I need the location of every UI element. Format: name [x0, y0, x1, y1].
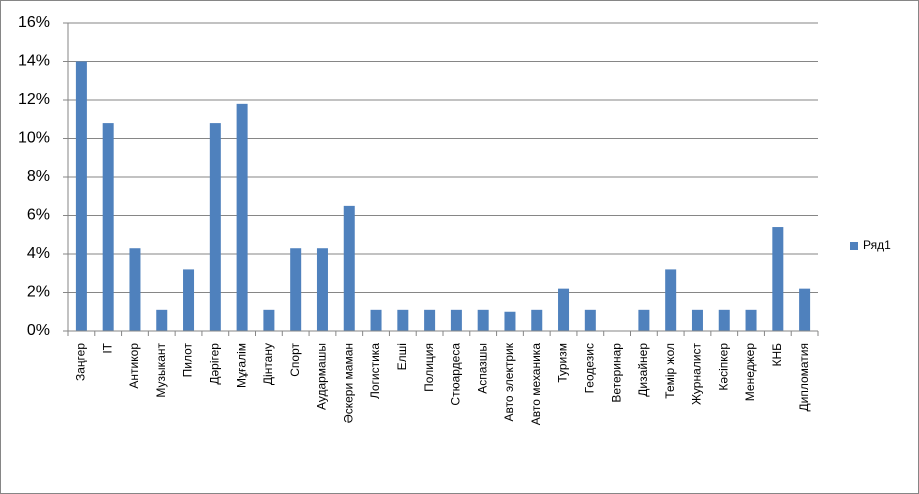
x-tick-label: Аспазшы [475, 343, 489, 394]
bar [665, 269, 677, 331]
x-tick-label: Музыкант [154, 343, 168, 398]
bar [718, 309, 730, 331]
x-tick-label: Дәрігер [207, 343, 221, 385]
bar [397, 309, 409, 331]
x-tick-label: Полиция [422, 343, 436, 392]
x-tick-label: Дінтану [261, 343, 275, 385]
bar [584, 309, 596, 331]
x-tick-label: Дипломатия [797, 343, 811, 412]
x-tick-label: Туризм [556, 343, 570, 383]
x-tick-label: КНБ [770, 343, 784, 367]
bar [772, 227, 784, 331]
legend-label: Ряд1 [863, 238, 891, 252]
x-tick-label: Елші [395, 343, 409, 370]
x-tick-label: Стюардеса [449, 343, 463, 406]
y-tick-label: 6% [27, 207, 50, 224]
y-tick-label: 0% [27, 322, 50, 339]
y-tick-label: 8% [27, 168, 50, 185]
x-tick-label: Менеджер [743, 343, 757, 402]
x-tick-label: Авто электрик [502, 342, 516, 421]
x-tick-label: Спорт [288, 343, 302, 377]
bar [156, 309, 168, 331]
bar [316, 248, 328, 331]
x-tick-label: Темір жол [663, 343, 677, 399]
bar [129, 248, 141, 331]
bar [745, 309, 757, 331]
bar [638, 309, 650, 331]
bar [263, 309, 275, 331]
x-tick-label: Әскери маман [341, 343, 355, 423]
x-tick-label: Журналист [690, 343, 704, 405]
bar [102, 123, 114, 331]
x-tick-label: Заңгер [74, 343, 88, 381]
y-tick-label: 12% [18, 91, 50, 108]
bar [209, 123, 221, 331]
x-tick-label: Логистика [368, 343, 382, 399]
bar [450, 309, 462, 331]
x-tick-label: IT [100, 342, 114, 353]
legend-swatch [850, 242, 858, 250]
x-tick-label: Мұғалім [234, 343, 248, 388]
x-tick-label: Авто механика [529, 343, 543, 426]
x-tick-label: Ветеринар [609, 343, 623, 403]
bar [799, 288, 811, 331]
bar [558, 288, 570, 331]
y-tick-label: 16% [18, 14, 50, 31]
bar [75, 61, 87, 331]
bar [477, 309, 489, 331]
y-tick-label: 14% [18, 53, 50, 70]
bar [424, 309, 436, 331]
y-tick-label: 4% [27, 245, 50, 262]
bar [691, 309, 703, 331]
x-tick-label: Кәсіпкер [716, 343, 730, 391]
bar [290, 248, 302, 331]
bar [531, 309, 543, 331]
bar [370, 309, 382, 331]
bar [504, 311, 516, 331]
bar [183, 269, 195, 331]
x-tick-label: Геодезис [582, 343, 596, 393]
x-tick-label: Дизайнер [636, 343, 650, 397]
x-tick-label: Аудармашы [315, 343, 329, 410]
y-tick-label: 2% [27, 284, 50, 301]
x-tick-label: Антикор [127, 343, 141, 389]
y-tick-label: 10% [18, 130, 50, 147]
bar [343, 205, 355, 331]
x-tick-label: Пилот [181, 343, 195, 378]
bar [236, 103, 248, 331]
